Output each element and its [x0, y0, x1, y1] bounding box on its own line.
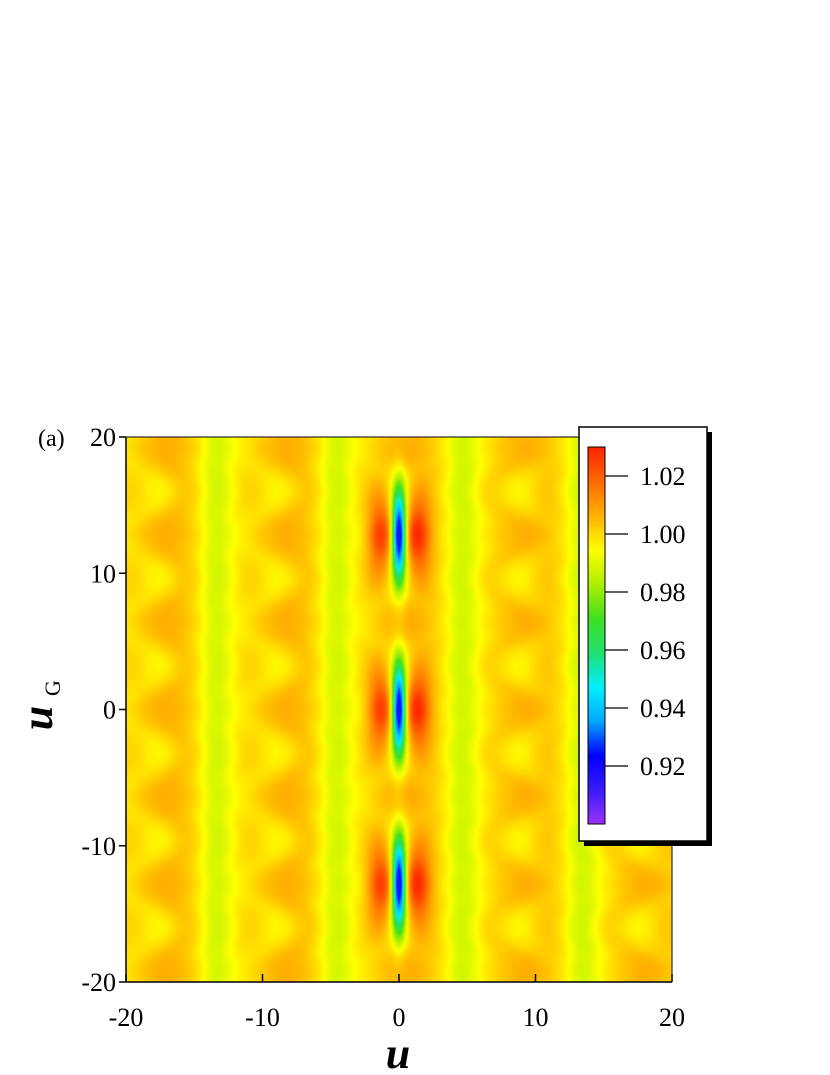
colorbar-tick-label: 0.92 — [640, 752, 686, 781]
colorbar-tick-label: 0.96 — [640, 636, 686, 665]
y-axis-label: u — [13, 706, 62, 730]
colorbar-tick-label: 1.00 — [640, 520, 686, 549]
panel-label: (a) — [38, 426, 65, 452]
colorbar-tick-label: 1.02 — [640, 462, 686, 491]
y-tick-label: -20 — [81, 968, 116, 997]
x-tick-label: -10 — [245, 1003, 280, 1032]
colorbar-gradient — [588, 447, 605, 824]
x-tick-label: 10 — [523, 1003, 549, 1032]
x-ticks: -20 -10 0 10 20 — [109, 974, 685, 1032]
y-ticks: 20 10 0 -10 -20 — [81, 423, 126, 997]
y-tick-label: 10 — [90, 559, 116, 588]
y-tick-label: 20 — [90, 423, 116, 452]
y-tick-label: -10 — [81, 832, 116, 861]
x-tick-label: 0 — [393, 1003, 406, 1032]
colorbar-legend: 1.02 1.00 0.98 0.96 0.94 0.92 — [578, 426, 712, 846]
colorbar-tick-label: 0.98 — [640, 578, 686, 607]
y-axis-label-group: u G — [13, 680, 65, 730]
y-tick-label: 0 — [103, 696, 116, 725]
colorbar-ticks: 1.02 1.00 0.98 0.96 0.94 0.92 — [605, 462, 686, 781]
colorbar-frame — [587, 446, 606, 825]
x-tick-label: -20 — [109, 1003, 144, 1032]
x-tick-label: 20 — [659, 1003, 685, 1032]
y-axis-label-subscript: G — [40, 680, 65, 696]
colorbar-tick-label: 0.94 — [640, 694, 686, 723]
x-axis-label: u — [386, 1029, 410, 1075]
